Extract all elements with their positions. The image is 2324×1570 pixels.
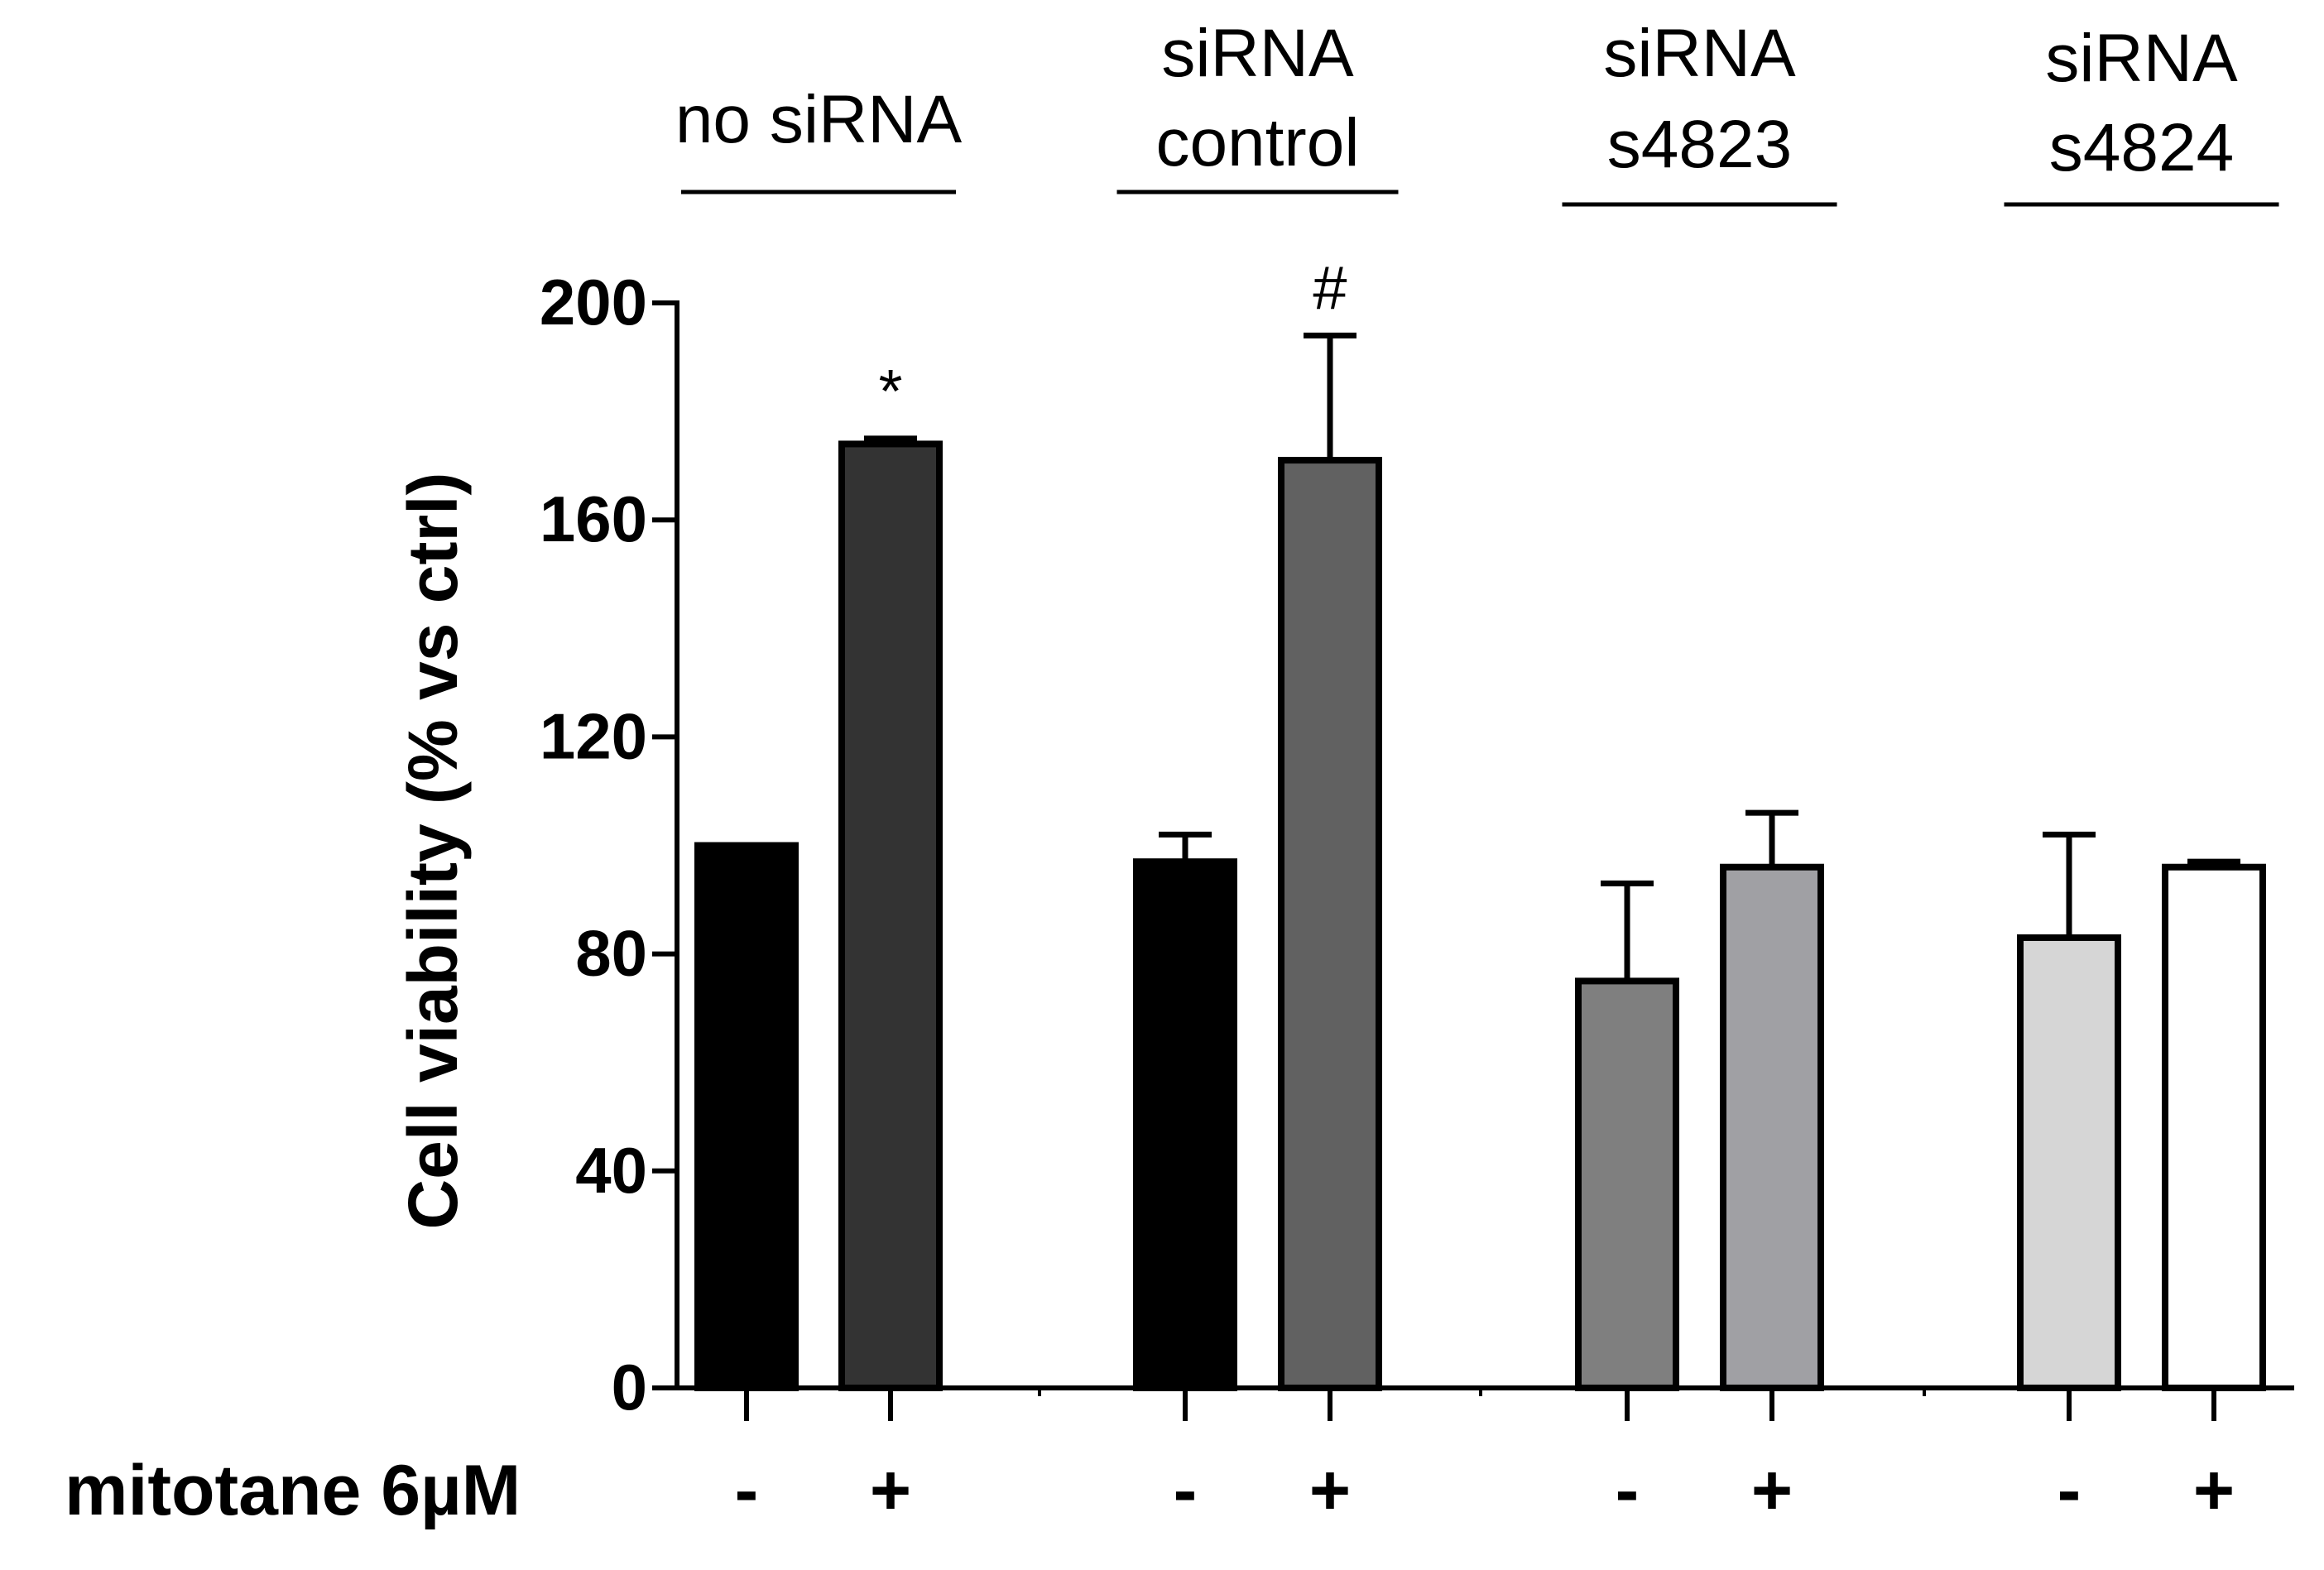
bar — [1278, 457, 1382, 1391]
treatment-sign: - — [1616, 1451, 1640, 1530]
bar — [1575, 977, 1679, 1391]
bar — [2162, 863, 2266, 1391]
bars — [694, 332, 2266, 1392]
y-tick-label: 200 — [540, 266, 647, 338]
y-tick-label: 80 — [575, 917, 647, 990]
y-tick-label: 40 — [575, 1134, 647, 1207]
treatment-sign: + — [2193, 1451, 2235, 1530]
bar — [694, 842, 799, 1391]
bar — [2017, 934, 2121, 1392]
group-label: control — [1155, 105, 1359, 180]
y-tick-label: 160 — [540, 483, 647, 555]
group-label: siRNA — [1161, 16, 1354, 91]
axes: 0 40 80 120 160 200 Cell viability (% vs ctrl) — [394, 266, 2294, 1424]
treatment-sign: + — [870, 1451, 911, 1530]
y-tick-label: 0 — [612, 1351, 647, 1424]
group-label: siRNA — [1603, 16, 1796, 91]
labels: - * + - # + - + - + mitotane 6µM no siRNA siRNA contr… — [65, 16, 2279, 1530]
treatment-sign: - — [735, 1451, 759, 1530]
group-label: s4824 — [2049, 110, 2234, 185]
bar — [1720, 863, 1824, 1391]
treatment-label: mitotane 6µM — [65, 1451, 521, 1530]
y-axis-title: Cell viability (% vs ctrl) — [394, 473, 472, 1230]
treatment-sign: + — [1309, 1451, 1351, 1530]
significance-marker: * — [879, 357, 903, 425]
treatment-sign: - — [2058, 1451, 2082, 1530]
treatment-sign: - — [1174, 1451, 1198, 1530]
bar — [838, 440, 943, 1391]
significance-marker: # — [1313, 253, 1347, 322]
group-label: no siRNA — [675, 82, 963, 157]
group-label: siRNA — [2045, 21, 2238, 96]
bar — [1133, 858, 1237, 1392]
treatment-sign: + — [1751, 1451, 1793, 1530]
group-label: s4823 — [1607, 107, 1792, 182]
y-tick-label: 120 — [540, 699, 647, 772]
